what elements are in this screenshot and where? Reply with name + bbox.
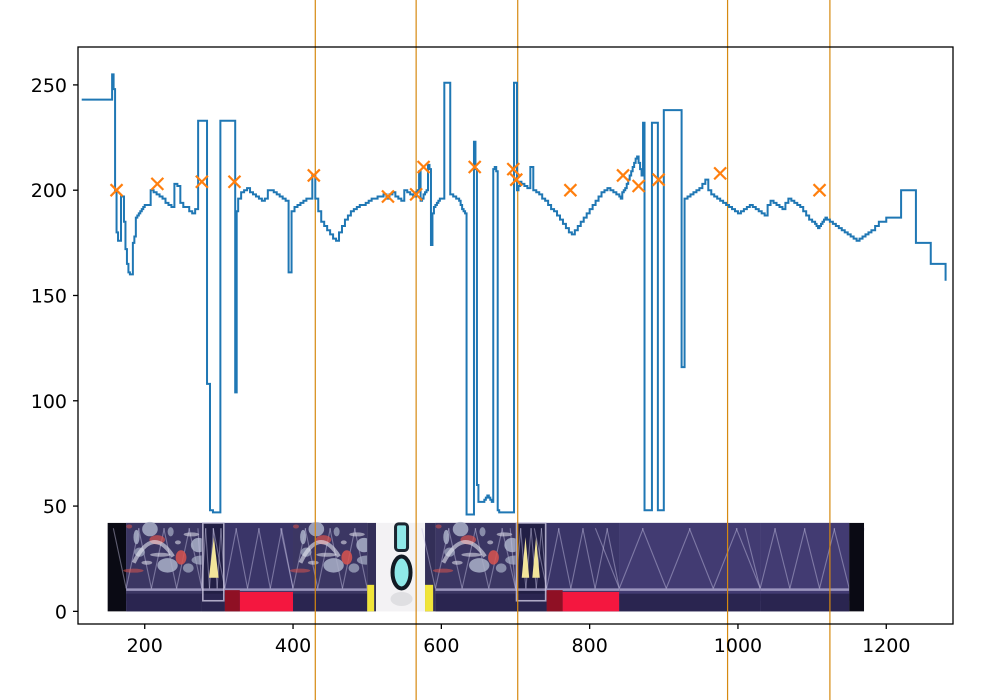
- y-axis-ticks: 0 50 100 150 200 250: [31, 75, 78, 623]
- marker-x-893: [651, 172, 666, 187]
- filmstrip-panel-yellow-frame-a: [367, 522, 377, 612]
- x-tick-label: 1200: [862, 635, 910, 657]
- y-tick-label: 50: [43, 496, 67, 518]
- x-tick-label: 800: [572, 635, 608, 657]
- marker-x-217: [150, 177, 165, 191]
- x-tick-label: 1000: [714, 635, 762, 657]
- marker-x-528: [381, 189, 395, 204]
- filmstrip-panel-track-frame-b: [533, 522, 633, 612]
- filmstrip-image: [107, 521, 865, 612]
- marker-x-428: [307, 168, 321, 183]
- series-layer: [81, 73, 947, 516]
- filmstrip-panel-crash-frame-a: [112, 521, 216, 612]
- marker-x-645: [467, 160, 482, 174]
- x-tick-label: 200: [127, 635, 163, 657]
- filmstrip-panel-yellow-frame-b: [425, 522, 436, 612]
- y-tick-label: 200: [31, 180, 67, 202]
- filmstrip-panel-white-frame: [376, 522, 426, 612]
- x-tick-label: 400: [275, 635, 311, 657]
- filmstrip-panel-black-letterbox: [107, 522, 127, 612]
- y-tick-label: 0: [55, 601, 67, 623]
- marker-x-162: [109, 183, 124, 197]
- y-tick-label: 250: [31, 75, 67, 97]
- marker-x-774: [563, 183, 578, 197]
- marker-x-321: [227, 174, 242, 189]
- y-tick-label: 100: [31, 391, 67, 413]
- marker-x-1110: [812, 183, 827, 197]
- signal-line: [81, 73, 947, 516]
- filmstrip-panel-crash-frame-b: [279, 521, 381, 612]
- filmstrip-panel-arrow-frame-b: [509, 522, 553, 612]
- filmstrip-panel-track-frame-c: [594, 522, 785, 612]
- filmstrip-panel-arrow-frame-a: [197, 522, 230, 612]
- x-axis-ticks: 200 400 600 800 1000 1200: [127, 624, 910, 657]
- marker-x-976: [713, 166, 727, 181]
- marker-x-845: [616, 168, 630, 183]
- marker-x-277: [195, 174, 209, 189]
- x-tick-label: 600: [423, 635, 459, 657]
- marker-x-576: [416, 160, 431, 174]
- filmstrip-panel-black-edge: [849, 522, 865, 612]
- marker-x-697: [506, 162, 521, 176]
- y-tick-label: 150: [31, 285, 67, 307]
- filmstrip-panel-track-frame-a: [212, 522, 306, 612]
- event-markers: [109, 160, 827, 204]
- filmstrip-panel-track-frame-d: [744, 522, 865, 612]
- marker-x-866: [631, 179, 646, 193]
- marker-x-566: [409, 187, 423, 202]
- filmstrip-panel-crash-frame-c: [421, 521, 530, 612]
- axes-frame: [77, 46, 954, 625]
- marker-x-701: [509, 172, 524, 187]
